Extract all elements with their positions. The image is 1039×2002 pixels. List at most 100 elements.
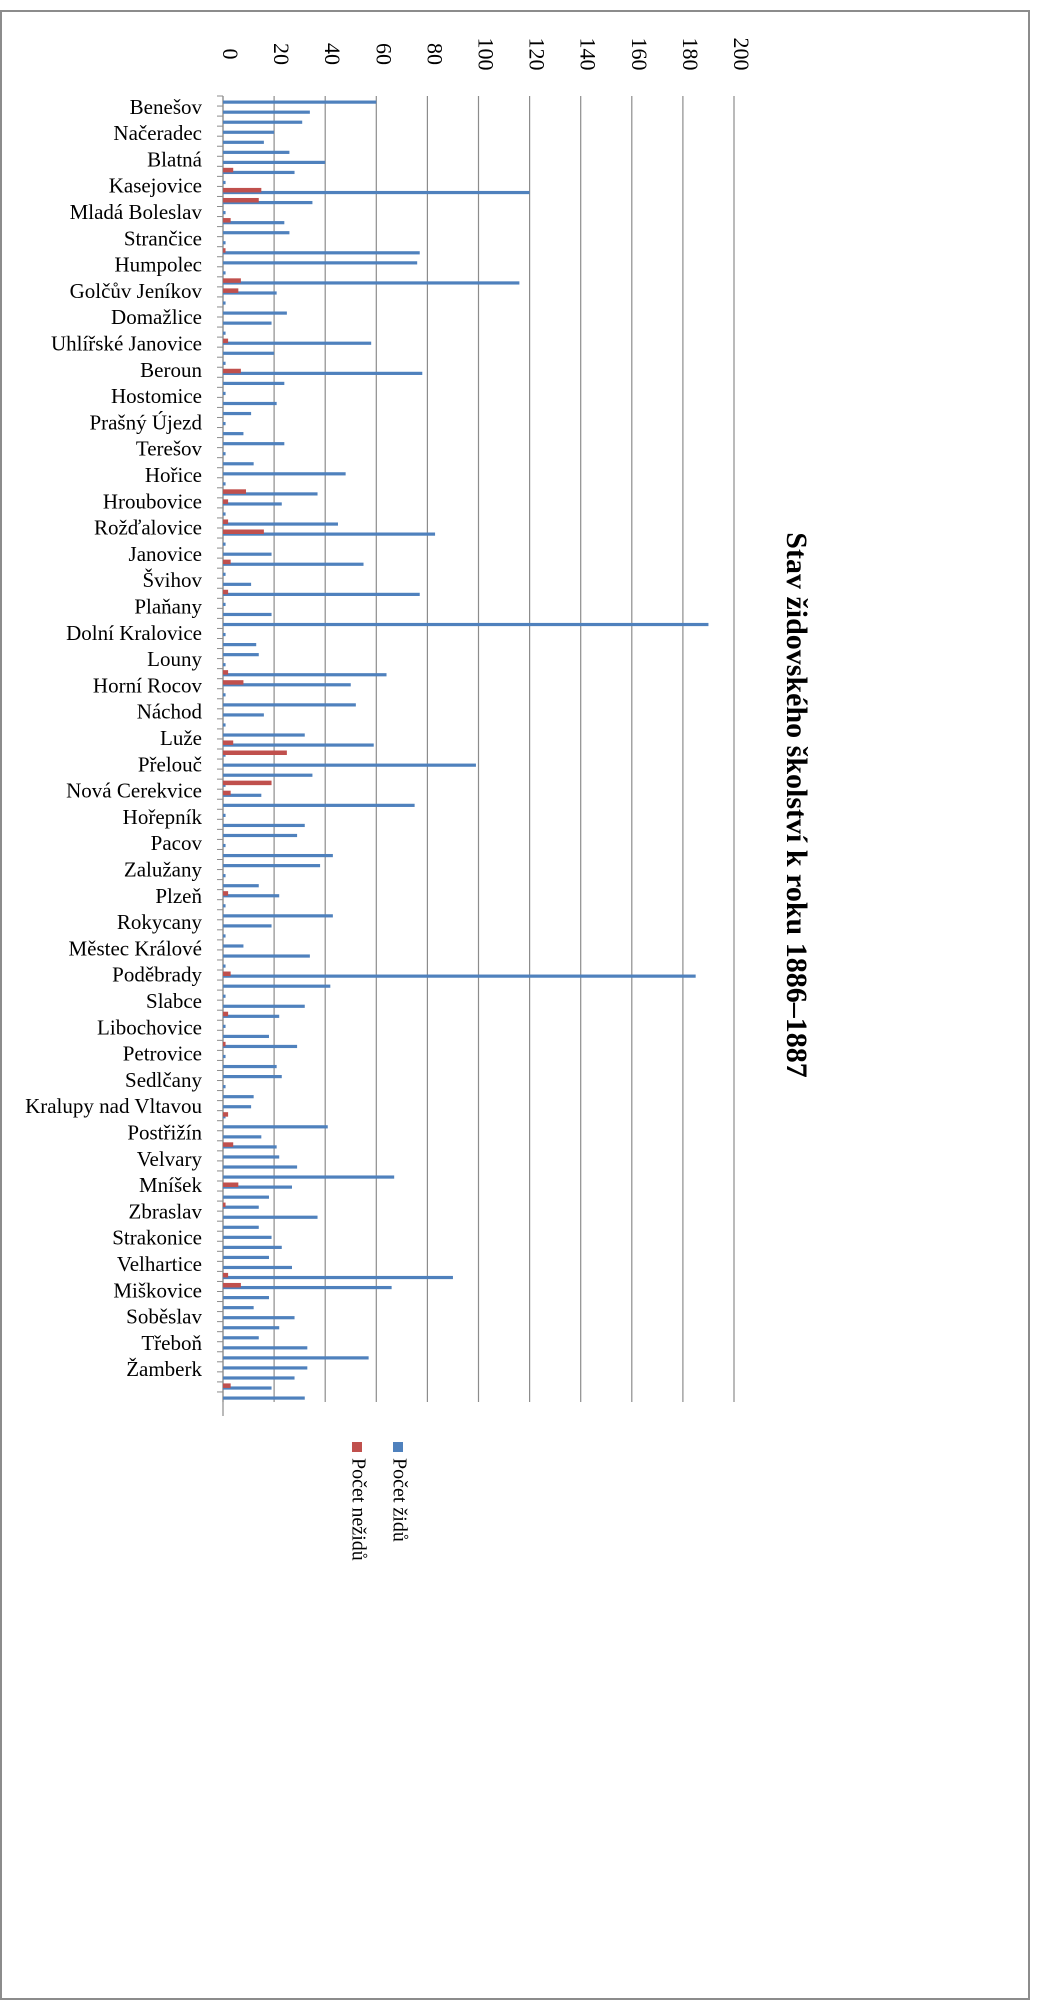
bar-zidu: [223, 1346, 308, 1350]
bar-zidu: [223, 1054, 226, 1059]
bar-zidu: [223, 251, 420, 255]
tick-label: 100: [474, 38, 499, 71]
category-label: Janovice: [129, 542, 202, 566]
bar-zidu: [223, 1336, 259, 1340]
bar-zidu: [223, 170, 295, 175]
category-label: Slabce: [146, 989, 202, 1013]
bar-zidu: [223, 1195, 269, 1199]
category-label: Velvary: [137, 1147, 203, 1171]
legend-label-nezidu: Počet nežidů: [347, 1458, 369, 1561]
category-label: Velhartice: [117, 1252, 202, 1276]
bar-zidu: [223, 311, 287, 315]
bar-zidu: [223, 723, 226, 727]
bar-zidu: [223, 1285, 392, 1290]
bar-zidu: [223, 1386, 272, 1390]
bar-zidu: [223, 271, 226, 275]
bar-zidu: [223, 582, 252, 586]
bar-zidu: [223, 442, 285, 446]
bar-zidu: [223, 1316, 295, 1320]
bar-zidu: [223, 1255, 269, 1260]
bar-zidu: [223, 281, 520, 285]
bar-nezidu: [223, 971, 231, 977]
bar-zidu: [223, 1034, 269, 1039]
tick-label: 40: [320, 43, 345, 65]
bar-nezidu: [223, 489, 246, 494]
bar-nezidu: [223, 680, 244, 685]
category-label: Prašný Újezd: [89, 410, 202, 434]
bar-zidu: [223, 411, 252, 416]
bar-zidu: [223, 894, 280, 898]
category-label: Kasejovice: [109, 174, 202, 198]
bar-nezidu: [223, 368, 241, 374]
category-label: Golčův Jeníkov: [70, 279, 203, 303]
category-label: Poděbrady: [112, 963, 202, 987]
category-label: Terešov: [136, 437, 203, 461]
category-label: Načeradec: [113, 121, 202, 145]
bar-zidu: [223, 944, 244, 948]
bar-zidu: [223, 843, 226, 848]
bar-zidu: [223, 532, 436, 536]
bar-nezidu: [223, 248, 226, 253]
bar-zidu: [223, 632, 226, 637]
bar-zidu: [223, 602, 226, 607]
tick-label: 80: [422, 43, 447, 65]
bar-zidu: [223, 150, 290, 154]
category-label: Soběslav: [126, 1305, 202, 1329]
bar-zidu: [223, 211, 226, 215]
category-label: Miškovice: [113, 1278, 202, 1302]
bar-zidu: [223, 180, 226, 185]
bar-zidu: [223, 432, 244, 436]
category-label: Hořepník: [123, 805, 203, 829]
bar-zidu: [223, 823, 305, 828]
bar-zidu: [223, 1326, 280, 1330]
category-label: Nová Cerekvice: [66, 779, 202, 803]
bar-zidu: [223, 1064, 277, 1069]
category-label: Plaňany: [134, 595, 202, 619]
bar-zidu: [223, 1296, 269, 1300]
bar-nezidu: [223, 780, 272, 786]
bar-zidu: [223, 1225, 259, 1229]
category-label: Kralupy nad Vltavou: [25, 1094, 202, 1118]
bar-zidu: [223, 542, 226, 546]
bar-nezidu: [223, 167, 234, 173]
category-label: Benešov: [130, 95, 203, 119]
bar-zidu: [223, 160, 326, 164]
category-label: Strančice: [124, 226, 202, 250]
bar-nezidu: [223, 589, 229, 595]
category-label: Mníšek: [139, 1173, 203, 1197]
bar-zidu: [223, 743, 374, 747]
bar-zidu: [223, 261, 418, 265]
bar-zidu: [223, 994, 226, 998]
bar-zidu: [223, 1145, 277, 1149]
category-label: Švihov: [142, 568, 202, 592]
bar-zidu: [223, 100, 377, 104]
bar-zidu: [223, 833, 298, 838]
category-label: Dolní Kralovice: [66, 621, 202, 645]
bar-zidu: [223, 1306, 254, 1310]
bar-zidu: [223, 864, 321, 868]
bar-zidu: [223, 813, 226, 817]
bar-zidu: [223, 221, 285, 225]
bar-zidu: [223, 884, 259, 888]
bar-zidu: [223, 140, 264, 144]
category-label: Třeboň: [141, 1331, 202, 1355]
bar-zidu: [223, 1265, 292, 1270]
bar-zidu: [223, 1366, 308, 1370]
category-label: Zbraslav: [129, 1199, 203, 1223]
category-label: Žamberk: [126, 1357, 202, 1381]
bar-zidu: [223, 703, 356, 707]
category-label: Libochovice: [97, 1015, 202, 1039]
bar-zidu: [223, 401, 277, 406]
bar-zidu: [223, 492, 318, 496]
bar-zidu: [223, 1165, 298, 1169]
bar-zidu: [223, 572, 226, 576]
tick-label: 0: [218, 49, 243, 60]
legend-label-zidu: Počet židů: [388, 1458, 410, 1542]
bar-zidu: [223, 421, 226, 426]
bar-zidu: [223, 391, 226, 396]
bar-zidu: [223, 1044, 298, 1049]
bar-zidu: [223, 512, 226, 516]
category-label: Uhlířské Janovice: [51, 332, 202, 356]
bar-zidu: [223, 622, 709, 627]
bar-zidu: [223, 562, 364, 566]
